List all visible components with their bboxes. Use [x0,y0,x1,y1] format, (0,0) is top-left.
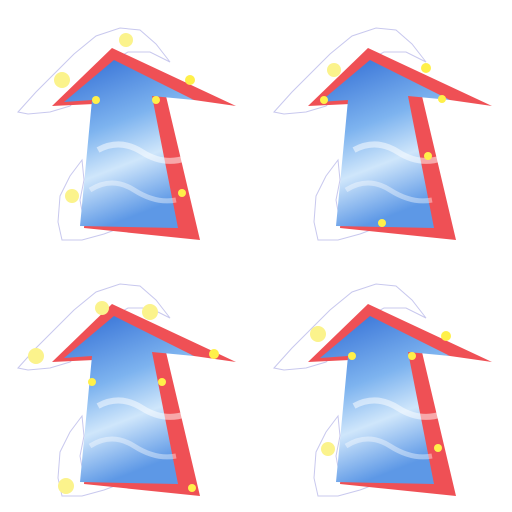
arrow-tile-top-right [256,0,512,256]
dot [54,72,70,88]
dot [310,326,326,342]
dot [188,484,196,492]
dot [408,352,416,360]
dot [178,189,186,197]
up-arrow-snow-icon [273,27,492,241]
dot [321,442,335,456]
up-arrow-snow-icon [17,27,236,241]
snow-left-edge [57,158,122,241]
up-arrow-snow-icon [273,283,492,497]
up-arrow-snow-icon [17,283,236,497]
dot [438,95,446,103]
dot [209,349,219,359]
snow-left-edge [313,158,378,241]
snow-left-edge [57,414,122,497]
dot [327,63,341,77]
dot [142,304,158,320]
arrow-tile-bottom-left [0,256,256,512]
dot [424,152,432,160]
dot [58,478,74,494]
dot [158,378,166,386]
dot [378,219,386,227]
dot [95,301,109,315]
dot [421,63,431,73]
dot [348,352,356,360]
arrow-tile-bottom-right [256,256,512,512]
snow-left-edge [313,414,378,497]
dot [88,378,96,386]
dot [28,348,44,364]
dot [65,189,79,203]
dot [320,96,328,104]
arrow-tile-top-left [0,0,256,256]
dot [92,96,100,104]
dot [434,444,442,452]
dot [441,331,451,341]
dot [119,33,133,47]
dot [152,96,160,104]
dot [185,75,195,85]
